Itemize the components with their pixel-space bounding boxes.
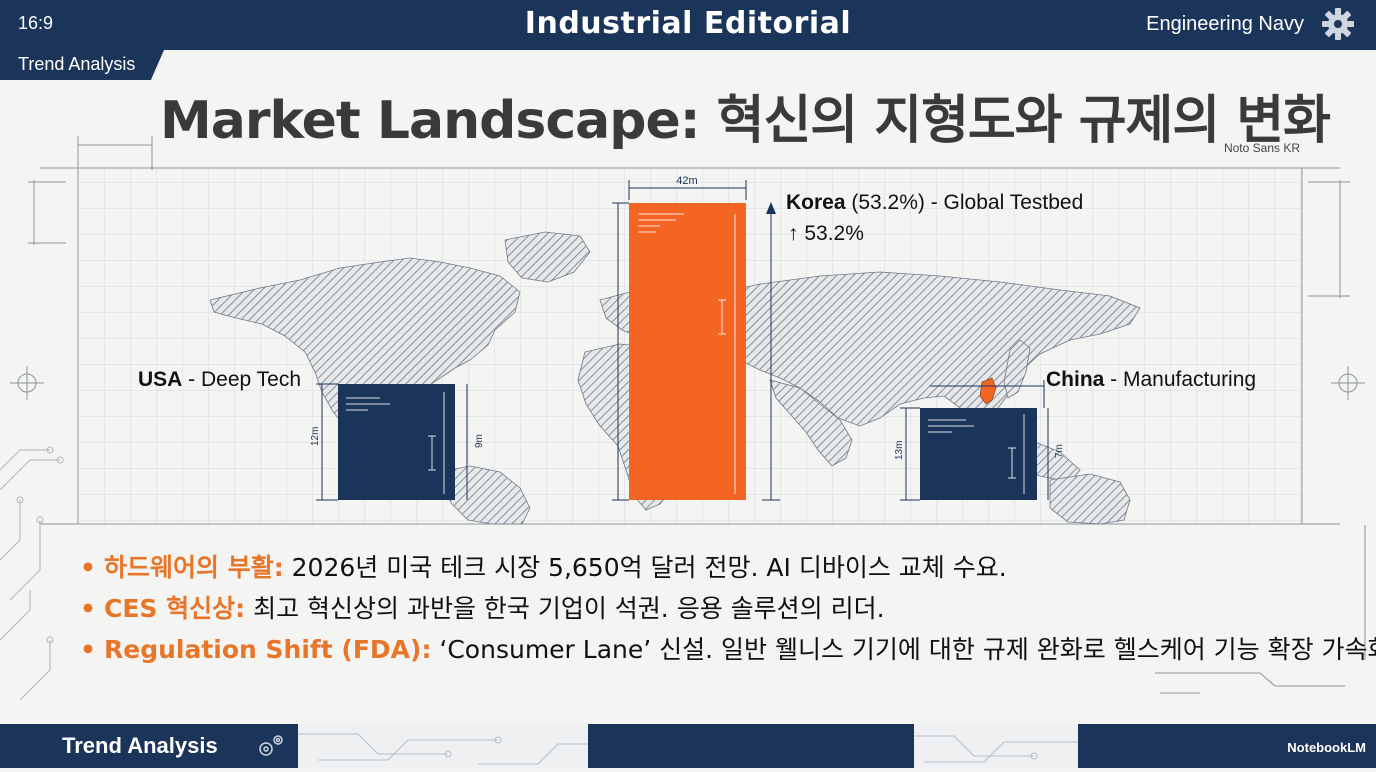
theme-name: Engineering Navy bbox=[1146, 13, 1304, 35]
key-point: • CES 혁신상: 최고 혁신상의 과반을 한국 기업이 석권. 응용 솔루션의… bbox=[80, 594, 885, 623]
left-ruler bbox=[10, 136, 153, 524]
usa-name: USA bbox=[138, 368, 183, 391]
usa-height-dim: 12m bbox=[310, 427, 321, 446]
key-point-title: Regulation Shift (FDA): bbox=[103, 635, 432, 664]
circuit-decoration-left bbox=[0, 446, 64, 701]
korea-tag: (53.2%) - Global Testbed bbox=[845, 191, 1084, 214]
circuit-panel-left bbox=[298, 724, 588, 768]
key-point-text: 2026년 미국 테크 시장 5,650억 달러 전망. AI 디바이스 교체 … bbox=[283, 553, 1007, 582]
usa-tag: - Deep Tech bbox=[182, 368, 302, 391]
section-tab-label: Trend Analysis bbox=[18, 54, 136, 74]
china-bar-rect bbox=[920, 408, 1037, 500]
korea-width-dim: 42m bbox=[676, 175, 697, 187]
section-tab[interactable]: Trend Analysis bbox=[0, 50, 164, 80]
footer-label: Trend Analysis bbox=[62, 733, 218, 758]
right-ruler bbox=[1155, 168, 1366, 694]
key-point-text: 최고 혁신상의 과반을 한국 기업이 석권. 응용 솔루션의 리더. bbox=[245, 594, 885, 623]
korea-highlight bbox=[979, 377, 997, 405]
key-point: • 하드웨어의 부활: 2026년 미국 테크 시장 5,650억 달러 전망. … bbox=[80, 553, 1007, 582]
slide-heading: Market Landscape: 혁신의 지형도와 규제의 변화 bbox=[160, 91, 1331, 151]
china-height-dim: 13m bbox=[894, 441, 905, 460]
korea-growth: ↑ 53.2% bbox=[788, 222, 864, 245]
aspect-ratio-label: 16:9 bbox=[18, 13, 54, 33]
usa-bar-rect bbox=[338, 384, 455, 500]
usa-inner-dim: 9m bbox=[474, 434, 485, 448]
china-tag: - Manufacturing bbox=[1104, 368, 1257, 391]
font-note: Noto Sans KR bbox=[1223, 141, 1300, 155]
korea-name: Korea bbox=[786, 191, 846, 214]
key-points-list: • 하드웨어의 부활: 2026년 미국 테크 시장 5,650억 달러 전망. … bbox=[80, 548, 1376, 671]
key-point-title: 하드웨어의 부활: bbox=[103, 553, 284, 582]
gear-icon[interactable] bbox=[1320, 6, 1356, 42]
gears-icon bbox=[259, 735, 283, 756]
china-bar bbox=[900, 380, 1049, 501]
top-bar: 16:9 Industrial Editorial Engineering Na… bbox=[0, 0, 1376, 50]
footer-bar: Trend Analysis NotebookLM bbox=[0, 724, 1376, 768]
key-point: • Regulation Shift (FDA): ‘Consumer Lane’… bbox=[80, 630, 1376, 671]
korea-bar-rect bbox=[629, 203, 746, 500]
china-inner-dim: 7m bbox=[1054, 444, 1065, 458]
korea-bar bbox=[612, 180, 780, 501]
usa-label: USA - Deep Tech bbox=[138, 368, 301, 392]
korea-label: Korea (53.2%) - Global Testbed bbox=[786, 191, 1083, 215]
china-label: China - Manufacturing bbox=[1046, 368, 1256, 392]
china-name: China bbox=[1046, 368, 1105, 391]
notebooklm-brand: NotebookLM bbox=[1287, 740, 1366, 755]
deck-title: Industrial Editorial bbox=[524, 6, 852, 41]
key-point-title: CES 혁신상: bbox=[103, 594, 246, 623]
usa-bar bbox=[316, 383, 468, 501]
circuit-panel-right bbox=[914, 724, 1078, 768]
key-point-text: ‘Consumer Lane’ 신설. 일반 웰니스 기기에 대한 규제 완화로… bbox=[431, 635, 1376, 664]
